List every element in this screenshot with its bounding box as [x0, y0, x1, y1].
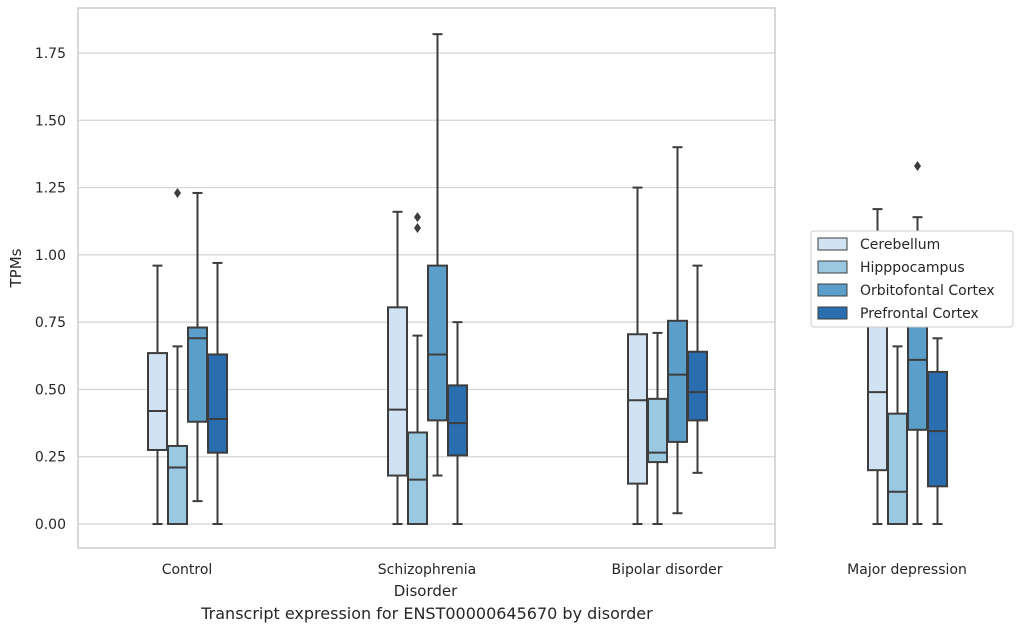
outlier-point: [174, 187, 181, 198]
legend-label: Hipppocampus: [860, 260, 965, 276]
legend-label: Prefrontal Cortex: [860, 306, 979, 322]
legend-label: Orbitofontal Cortex: [860, 283, 995, 299]
box-orbitofontal-cortex: [187, 191, 208, 503]
box-series: [147, 33, 948, 526]
box-cerebellum: [387, 210, 408, 525]
legend-swatch: [817, 283, 848, 297]
box-prefrontal-cortex: [687, 264, 708, 474]
chart-caption: Transcript expression for ENST0000064567…: [201, 604, 653, 623]
y-tick-label: 1.25: [35, 181, 66, 197]
x-axis-label: Disorder: [394, 582, 458, 600]
box-hipppocampus: [407, 212, 428, 525]
x-tick-label: Major depression: [847, 562, 967, 578]
x-axis-ticks: Control Schizophrenia Bipolar disorder Majo…: [162, 562, 967, 578]
legend-frame: [810, 230, 1014, 328]
legend-swatch: [817, 306, 848, 320]
y-axis-ticks: 0.00 0.25 0.50 0.75 1.00 1.25 1.50 1.75: [35, 46, 66, 533]
outlier-point: [414, 212, 421, 223]
box-hipppocampus: [887, 345, 908, 525]
box-hipppocampus: [167, 187, 188, 526]
box-iqr: [667, 319, 688, 443]
plot-area-frame: [77, 7, 776, 549]
box-iqr: [147, 352, 168, 451]
legend-label: Cerebellum: [860, 237, 940, 253]
box-iqr: [427, 264, 448, 422]
box-orbitofontal-cortex: [427, 33, 448, 477]
box-iqr: [887, 412, 908, 525]
box-iqr: [907, 323, 928, 431]
y-tick-label: 1.75: [35, 46, 66, 62]
legend-swatch: [817, 260, 848, 274]
legend-swatch: [817, 237, 848, 251]
box-iqr: [187, 326, 208, 423]
box-orbitofontal-cortex: [667, 146, 688, 515]
box-iqr: [387, 306, 408, 477]
y-tick-label: 1.00: [35, 248, 66, 264]
box-iqr: [167, 444, 188, 526]
y-tick-label: 0.00: [35, 517, 66, 533]
box-iqr: [207, 353, 228, 454]
legend: Cerebellum Hipppocampus Orbitofontal Corte…: [810, 230, 1014, 328]
outlier-point: [414, 222, 421, 233]
box-iqr: [927, 370, 948, 488]
box-orbitofontal-cortex: [907, 161, 928, 525]
y-tick-label: 0.25: [35, 450, 66, 466]
box-hipppocampus: [647, 331, 668, 525]
y-tick-label: 0.75: [35, 315, 66, 331]
box-cerebellum: [627, 186, 648, 525]
x-tick-label: Bipolar disorder: [611, 562, 722, 578]
outlier-point: [914, 161, 921, 172]
box-iqr: [627, 333, 648, 485]
box-prefrontal-cortex: [927, 337, 948, 525]
box-iqr: [447, 384, 468, 457]
box-iqr: [867, 319, 888, 472]
box-prefrontal-cortex: [207, 261, 228, 525]
box-cerebellum: [147, 264, 168, 525]
y-tick-label: 0.50: [35, 382, 66, 398]
box-iqr: [687, 350, 708, 422]
box-iqr: [407, 431, 428, 525]
box-prefrontal-cortex: [447, 321, 468, 525]
x-tick-label: Schizophrenia: [378, 562, 476, 578]
x-tick-label: Control: [162, 562, 213, 578]
y-tick-label: 1.50: [35, 113, 66, 129]
y-axis-label: TPMs: [7, 248, 25, 288]
